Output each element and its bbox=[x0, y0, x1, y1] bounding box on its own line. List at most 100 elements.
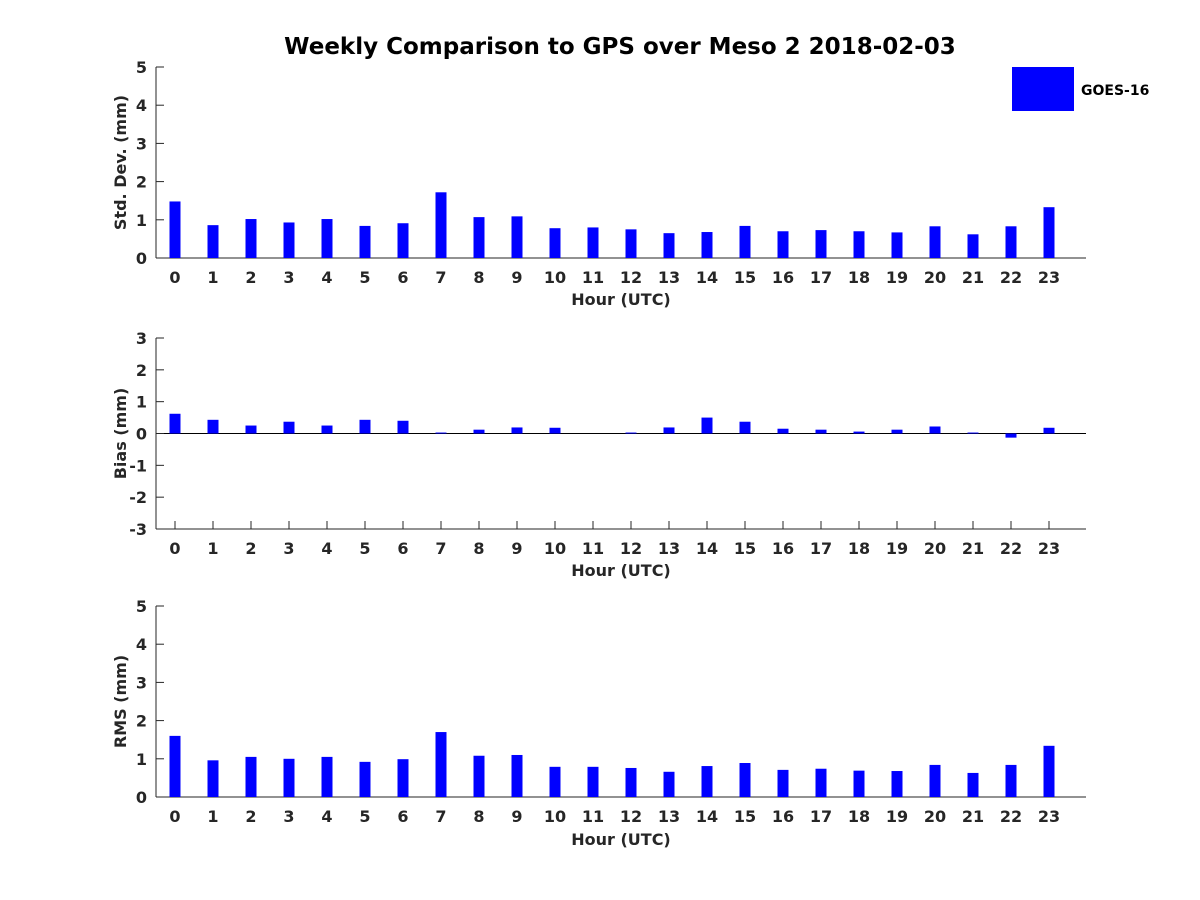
bar-hour-14 bbox=[701, 232, 713, 258]
x-tick-label: 22 bbox=[1000, 539, 1022, 558]
bar-hour-5 bbox=[359, 419, 371, 434]
x-tick-label: 4 bbox=[321, 807, 332, 826]
bar-hour-6 bbox=[397, 420, 409, 434]
x-tick-label: 14 bbox=[696, 539, 718, 558]
bar-hour-1 bbox=[207, 225, 219, 258]
x-tick-label: 0 bbox=[169, 268, 180, 287]
x-tick-label: 2 bbox=[245, 807, 256, 826]
x-tick-label: 22 bbox=[1000, 268, 1022, 287]
x-tick-label: 21 bbox=[962, 539, 984, 558]
x-tick-label: 5 bbox=[359, 539, 370, 558]
bar-hour-0 bbox=[169, 201, 181, 258]
x-tick-label: 17 bbox=[810, 539, 832, 558]
y-tick-label: -3 bbox=[129, 520, 147, 539]
bar-hour-9 bbox=[511, 427, 523, 434]
bar-hour-21 bbox=[967, 432, 979, 434]
y-tick-label: 5 bbox=[136, 58, 147, 77]
y-tick-label: 0 bbox=[136, 788, 147, 807]
x-tick-label: 20 bbox=[924, 268, 946, 287]
x-tick-label: 8 bbox=[473, 268, 484, 287]
bar-hour-7 bbox=[435, 732, 447, 797]
bar-hour-13 bbox=[663, 233, 675, 258]
bar-hour-2 bbox=[245, 425, 257, 434]
bar-hour-11 bbox=[587, 766, 599, 797]
bar-hour-8 bbox=[473, 217, 485, 258]
y-tick-label: 3 bbox=[136, 329, 147, 348]
bar-hour-5 bbox=[359, 225, 371, 258]
x-tick-label: 13 bbox=[658, 268, 680, 287]
bar-hour-18 bbox=[853, 431, 865, 434]
bar-hour-4 bbox=[321, 219, 333, 258]
bar-hour-9 bbox=[511, 754, 523, 797]
x-tick-label: 15 bbox=[734, 807, 756, 826]
x-tick-label: 19 bbox=[886, 268, 908, 287]
x-tick-label: 4 bbox=[321, 268, 332, 287]
x-tick-label: 8 bbox=[473, 539, 484, 558]
y-tick-label: 0 bbox=[136, 425, 147, 444]
x-tick-label: 7 bbox=[435, 807, 446, 826]
bar-hour-15 bbox=[739, 421, 751, 434]
bar-hour-18 bbox=[853, 231, 865, 258]
x-tick-label: 3 bbox=[283, 539, 294, 558]
x-tick-label: 18 bbox=[848, 268, 870, 287]
legend: GOES-16 bbox=[1012, 67, 1149, 111]
bar-hour-3 bbox=[283, 421, 295, 434]
x-tick-label: 7 bbox=[435, 268, 446, 287]
bar-hour-12 bbox=[625, 229, 637, 258]
y-tick-label: 2 bbox=[136, 361, 147, 380]
x-tick-label: 23 bbox=[1038, 807, 1060, 826]
bar-hour-3 bbox=[283, 758, 295, 797]
bar-hour-17 bbox=[815, 768, 827, 797]
bar-hour-19 bbox=[891, 232, 903, 258]
x-tick-label: 9 bbox=[511, 268, 522, 287]
x-axis-label: Hour (UTC) bbox=[571, 561, 671, 580]
x-tick-label: 12 bbox=[620, 807, 642, 826]
x-tick-label: 4 bbox=[321, 539, 332, 558]
bar-hour-18 bbox=[853, 770, 865, 797]
x-tick-label: 12 bbox=[620, 539, 642, 558]
bar-hour-6 bbox=[397, 759, 409, 797]
y-tick-label: 4 bbox=[136, 635, 147, 654]
bar-hour-2 bbox=[245, 219, 257, 258]
x-tick-label: 22 bbox=[1000, 807, 1022, 826]
y-tick-label: 4 bbox=[136, 96, 147, 115]
x-tick-label: 23 bbox=[1038, 268, 1060, 287]
bar-hour-15 bbox=[739, 763, 751, 797]
bar-hour-3 bbox=[283, 222, 295, 258]
bar-hour-16 bbox=[777, 428, 789, 434]
x-tick-label: 5 bbox=[359, 807, 370, 826]
bar-hour-15 bbox=[739, 225, 751, 258]
bar-hour-14 bbox=[701, 766, 713, 797]
x-tick-label: 16 bbox=[772, 539, 794, 558]
bar-hour-5 bbox=[359, 761, 371, 797]
x-tick-label: 18 bbox=[848, 807, 870, 826]
x-tick-label: 20 bbox=[924, 539, 946, 558]
y-tick-label: 5 bbox=[136, 597, 147, 616]
x-tick-label: 0 bbox=[169, 807, 180, 826]
x-tick-label: 14 bbox=[696, 268, 718, 287]
bar-hour-19 bbox=[891, 429, 903, 434]
x-tick-label: 5 bbox=[359, 268, 370, 287]
y-tick-label: 0 bbox=[136, 249, 147, 268]
x-tick-label: 3 bbox=[283, 268, 294, 287]
bar-hour-20 bbox=[929, 764, 941, 797]
x-tick-label: 0 bbox=[169, 539, 180, 558]
y-tick-label: -2 bbox=[129, 488, 147, 507]
bar-hour-8 bbox=[473, 755, 485, 797]
bar-hour-13 bbox=[663, 427, 675, 434]
y-tick-label: 2 bbox=[136, 712, 147, 731]
x-axis-label: Hour (UTC) bbox=[571, 290, 671, 309]
bar-hour-23 bbox=[1043, 745, 1055, 797]
bar-hour-1 bbox=[207, 419, 219, 434]
x-tick-label: 19 bbox=[886, 807, 908, 826]
y-tick-label: -1 bbox=[129, 456, 147, 475]
bar-hour-17 bbox=[815, 429, 827, 434]
x-tick-label: 21 bbox=[962, 807, 984, 826]
bar-hour-12 bbox=[625, 767, 637, 797]
y-axis-label: Std. Dev. (mm) bbox=[111, 95, 130, 230]
bar-hour-4 bbox=[321, 425, 333, 434]
